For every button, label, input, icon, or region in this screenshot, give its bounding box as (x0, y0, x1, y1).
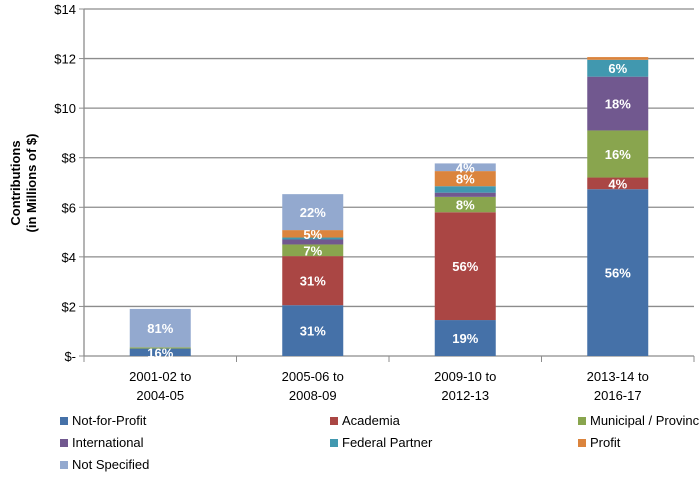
bar-segment (282, 239, 344, 245)
data-label: 16% (605, 147, 631, 162)
legend-label: Not Specified (72, 457, 149, 472)
legend-label: International (72, 435, 144, 450)
data-label: 56% (605, 266, 631, 281)
y-tick-label: $4 (62, 250, 76, 265)
data-label: 4% (608, 176, 627, 191)
y-tick-label: $14 (54, 2, 76, 17)
bar-segment (282, 244, 344, 257)
bar-segment (434, 192, 496, 197)
bar-segment (434, 320, 496, 356)
bar-segment (282, 305, 344, 356)
data-label: 31% (300, 324, 326, 339)
y-tick-label: $6 (62, 200, 76, 215)
bar-segment (282, 194, 344, 231)
x-tick-label: 2013-14 to 2016-17 (587, 369, 649, 403)
bar-segment (129, 347, 191, 349)
legend-swatch (60, 439, 68, 447)
y-tick-label: $12 (54, 52, 76, 67)
legend-label: Not-for-Profit (72, 413, 147, 428)
y-tick-label: $8 (62, 151, 76, 166)
legend-label: Federal Partner (342, 435, 433, 450)
bar-segment (434, 212, 496, 321)
y-axis-label: Contributions(in Millions of $) (8, 134, 39, 233)
data-label: 16% (147, 345, 173, 360)
y-tick-label: $10 (54, 101, 76, 116)
legend-label: Academia (342, 413, 401, 428)
y-tick-label: $- (64, 349, 76, 364)
bar-segment (587, 59, 649, 77)
data-label: 6% (608, 61, 627, 76)
bar-segment (587, 76, 649, 131)
y-tick-label: $2 (62, 299, 76, 314)
x-tick-label: 2001-02 to 2004-05 (129, 369, 191, 403)
legend-swatch (60, 461, 68, 469)
data-label: 8% (456, 172, 475, 187)
legend-swatch (60, 417, 68, 425)
data-label: 56% (452, 259, 478, 274)
legend-label: Profit (590, 435, 621, 450)
data-label: 5% (303, 227, 322, 242)
data-label: 31% (300, 274, 326, 289)
legend-swatch (330, 417, 338, 425)
bar-segment (282, 256, 344, 306)
bar-segment (282, 230, 344, 238)
x-tick-label: 2009-10 to 2012-13 (434, 369, 496, 403)
x-tick-label: 2005-06 to 2008-09 (282, 369, 344, 403)
data-label: 18% (605, 97, 631, 112)
bar-segment (587, 189, 649, 356)
bar-segment (587, 177, 649, 190)
bar-segment (434, 171, 496, 187)
legend-swatch (578, 439, 586, 447)
data-label: 22% (300, 205, 326, 220)
data-label: 8% (456, 198, 475, 213)
bar-segment (587, 130, 649, 178)
bar-segment (587, 57, 649, 60)
legend-swatch (578, 417, 586, 425)
data-label: 81% (147, 321, 173, 336)
data-label: 19% (452, 331, 478, 346)
legend-label: Municipal / Provincial Funder (590, 413, 700, 428)
data-label: 4% (456, 160, 475, 175)
bar-segment (434, 163, 496, 172)
legend-swatch (330, 439, 338, 447)
bar-segment (434, 196, 496, 213)
bar-segment (282, 237, 344, 240)
bar-segment (129, 348, 191, 356)
data-label: 7% (303, 243, 322, 258)
bar-segment (129, 308, 191, 348)
bar-segment (434, 186, 496, 193)
